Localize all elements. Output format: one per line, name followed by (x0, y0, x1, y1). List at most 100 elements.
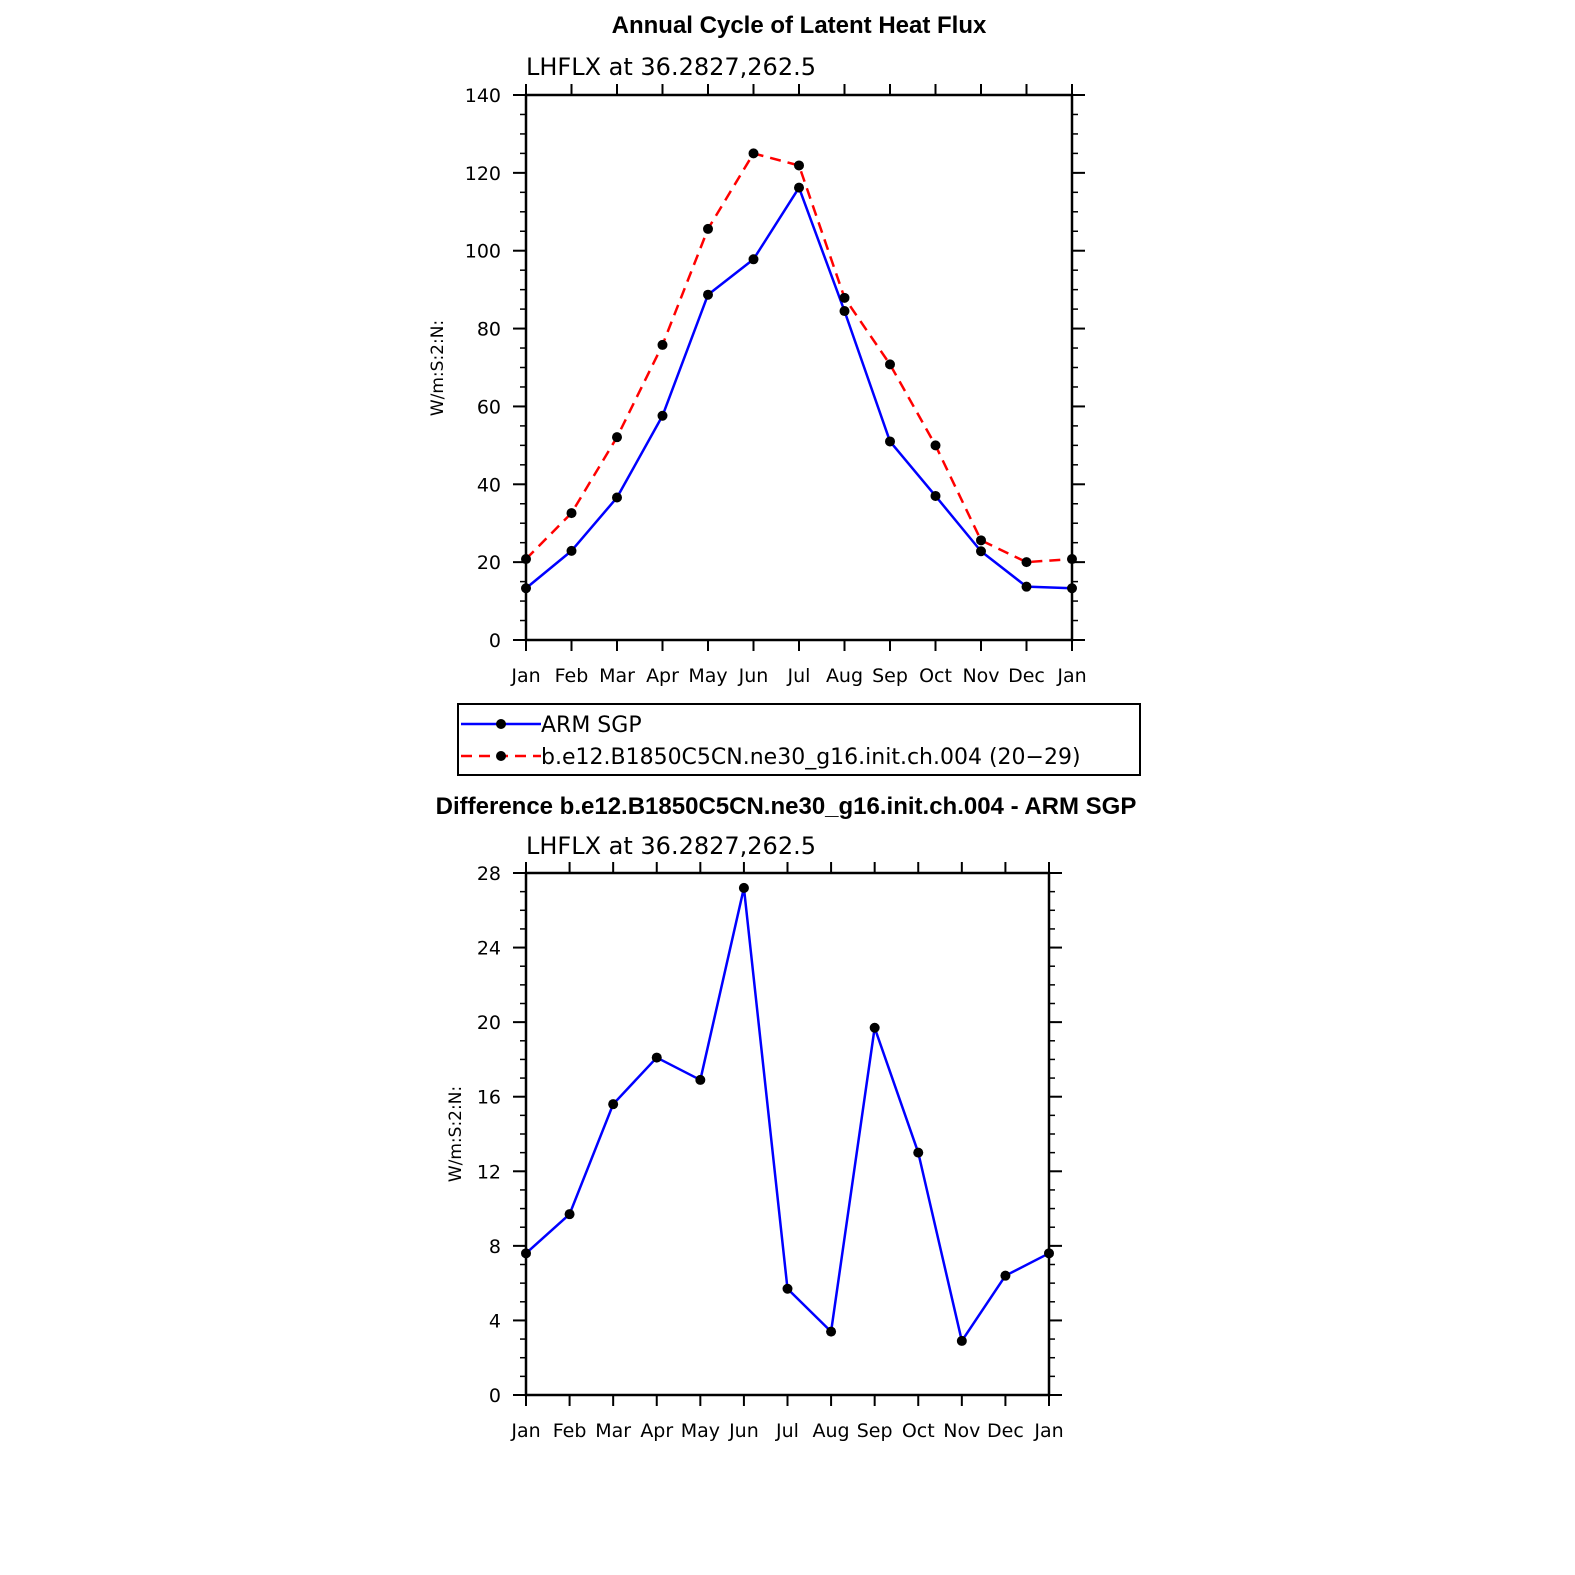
legend-label-model: b.e12.B1850C5CN.ne30_g16.init.ch.004 (20… (541, 745, 1081, 770)
y-tick-label: 20 (477, 1012, 501, 1034)
x-tick-label: Nov (962, 665, 999, 687)
chart1-axes: Jan Feb Mar Apr May Jun Jul Aug Sep Oct Nov Dec Jan 0… (465, 84, 1087, 687)
series-0-point (869, 1022, 880, 1033)
series-0-point (1021, 581, 1032, 592)
y-tick-label: 120 (465, 163, 501, 185)
series-line-0 (525, 186, 1073, 590)
series-1-point (521, 554, 531, 565)
series-0-point (564, 1209, 575, 1220)
series-1-point (930, 440, 941, 451)
series-0-point (521, 583, 531, 594)
series-line-0 (525, 886, 1050, 1343)
legend-marker-arm-sgp (496, 719, 506, 729)
series-0-point (1044, 1248, 1054, 1259)
series-1-point (1067, 554, 1077, 565)
series-1-point (657, 339, 668, 350)
series-0-point (913, 1147, 924, 1158)
legend-box (457, 703, 1141, 776)
series-0-point (1067, 583, 1077, 594)
y-tick-label: 80 (477, 319, 501, 341)
y-tick-label: 8 (489, 1236, 501, 1258)
series-0-point (566, 545, 577, 556)
x-tick-label: Nov (943, 1420, 980, 1442)
series-0-point (695, 1074, 706, 1085)
y-tick-label: 140 (465, 85, 501, 107)
x-tick-label: Jun (738, 665, 769, 687)
series-0-point (826, 1326, 837, 1337)
x-tick-label: Jan (510, 1420, 540, 1442)
y-tick-label: 60 (477, 396, 501, 418)
series-0-point (976, 546, 986, 557)
chart2-marks (521, 882, 1054, 1346)
x-tick-label: Jun (728, 1420, 759, 1442)
chart2-axes: Jan Feb Mar Apr May Jun Jul Aug Sep Oct Nov Dec Jan 0… (477, 862, 1064, 1442)
difference-chart: Difference b.e12.B1850C5CN.ne30_g16.init… (436, 793, 1137, 1442)
y-tick-label: 28 (477, 863, 501, 885)
series-0-point (956, 1335, 967, 1346)
chart1-subtitle: LHFLX at 36.2827,262.5 (526, 53, 816, 81)
plot-frame (524, 871, 1051, 1397)
series-0-point (782, 1283, 793, 1294)
series-0-point (794, 182, 804, 193)
series-1-point (612, 432, 622, 443)
x-tick-label: Mar (595, 1420, 631, 1442)
x-tick-label: Apr (640, 1420, 673, 1442)
series-0-point (703, 289, 713, 300)
x-tick-label: Jul (787, 665, 811, 687)
y-tick-label: 4 (489, 1310, 501, 1332)
chart1-marks (521, 148, 1077, 594)
x-tick-label: Aug (826, 665, 863, 687)
chart1-title: Annual Cycle of Latent Heat Flux (612, 12, 987, 39)
series-line-1 (525, 152, 1073, 564)
series-0-point (521, 1248, 531, 1259)
chart2-y-axis-label: W/m:S:2:N: (446, 1086, 466, 1182)
x-tick-label: May (681, 1420, 720, 1442)
series-0-point (608, 1099, 619, 1110)
y-tick-label: 0 (489, 630, 501, 652)
x-tick-label: Jan (1033, 1420, 1063, 1442)
x-tick-label: Sep (857, 1420, 893, 1442)
series-1-point (839, 292, 850, 303)
y-tick-label: 20 (477, 552, 501, 574)
series-0-point (885, 436, 895, 447)
y-tick-label: 24 (477, 938, 501, 960)
x-tick-label: Oct (902, 1420, 935, 1442)
chart2-title: Difference b.e12.B1850C5CN.ne30_g16.init… (436, 793, 1137, 820)
x-tick-label: Mar (599, 665, 635, 687)
chart1-y-axis-label: W/m:S:2:N: (428, 320, 448, 416)
series-1-point (703, 223, 713, 234)
x-tick-label: Dec (987, 1420, 1024, 1442)
series-0-point (1000, 1270, 1011, 1281)
series-1-point (748, 148, 759, 159)
y-tick-label: 40 (477, 474, 501, 496)
x-tick-label: Apr (646, 665, 679, 687)
x-tick-label: Jan (510, 665, 540, 687)
chart2-subtitle: LHFLX at 36.2827,262.5 (526, 832, 816, 860)
x-tick-label: Dec (1008, 665, 1045, 687)
series-1-point (976, 535, 986, 546)
x-tick-label: Jul (775, 1420, 799, 1442)
x-tick-label: Feb (555, 665, 589, 687)
series-0-point (612, 492, 622, 503)
series-0-point (738, 882, 749, 893)
y-tick-label: 12 (477, 1161, 501, 1183)
x-tick-label: Aug (813, 1420, 850, 1442)
x-tick-label: Jan (1056, 665, 1086, 687)
series-0-point (651, 1052, 662, 1063)
chart1-legend: ARM SGP b.e12.B1850C5CN.ne30_g16.init.ch… (457, 703, 1141, 776)
series-0-point (748, 254, 759, 265)
x-tick-label: Feb (553, 1420, 587, 1442)
series-1-point (566, 508, 577, 519)
x-tick-label: May (688, 665, 727, 687)
y-tick-label: 100 (465, 241, 501, 263)
series-1-point (794, 160, 804, 171)
y-tick-label: 16 (477, 1087, 501, 1109)
series-0-point (930, 490, 941, 501)
series-1-point (885, 359, 895, 370)
series-1-point (1021, 557, 1032, 568)
y-tick-label: 0 (489, 1385, 501, 1407)
annual-cycle-chart: Annual Cycle of Latent Heat Flux LHFLX a… (428, 12, 1141, 776)
series-0-point (839, 306, 850, 317)
legend-marker-model (496, 751, 506, 761)
